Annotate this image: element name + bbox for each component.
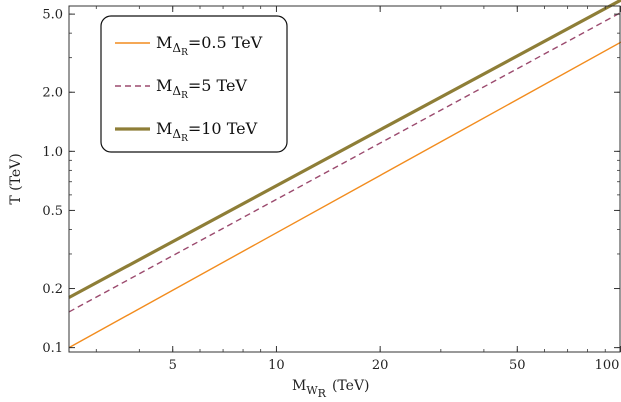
legend-box xyxy=(100,15,288,153)
x-tick-label: 5 xyxy=(169,358,177,373)
series-line-2 xyxy=(68,11,621,313)
y-tick-label: 2.0 xyxy=(42,86,63,101)
x-axis-label-unit: (TeV) xyxy=(332,378,370,394)
x-axis-label-subsub: R xyxy=(318,387,327,400)
x-tick-label: 50 xyxy=(509,358,526,373)
y-tick-label: 0.1 xyxy=(42,341,63,356)
x-axis-label: MWR (TeV) xyxy=(292,378,370,400)
ticks-layer: 5 10 20 50 100 0.1 0.2 0.5 1.0 2.0 5.0 xyxy=(42,6,621,373)
x-axis-label-main: M xyxy=(292,378,306,394)
series-layer xyxy=(68,0,621,349)
y-tick-label: 1.0 xyxy=(42,145,63,160)
series-line-1 xyxy=(68,41,621,349)
legend: MΔR=0.5 TeV MΔR=5 TeV MΔR=10 TeV xyxy=(100,15,288,153)
y-tick-label: 0.2 xyxy=(42,282,63,297)
legend-label-2: MΔR=5 TeV xyxy=(156,76,247,101)
y-tick-label: 5.0 xyxy=(42,8,63,23)
x-tick-label: 20 xyxy=(372,358,389,373)
x-tick-label: 100 xyxy=(595,358,620,373)
plot-frame xyxy=(68,5,621,353)
legend-label-1: MΔR=0.5 TeV xyxy=(156,33,263,58)
x-axis-label-sub: W xyxy=(306,384,318,397)
x-tick-label: 10 xyxy=(268,358,285,373)
y-tick-label: 0.5 xyxy=(42,204,63,219)
y-axis-label: T (TeV) xyxy=(8,153,24,204)
series-line-3 xyxy=(68,0,621,299)
legend-label-3: MΔR=10 TeV xyxy=(156,119,258,144)
